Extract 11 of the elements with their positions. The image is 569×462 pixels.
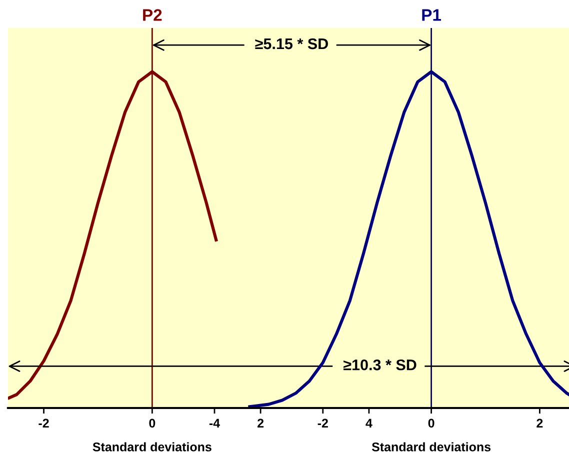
ref-line-label: P1 <box>422 9 442 21</box>
x-tick-label: 0 <box>149 418 156 428</box>
x-tick-label: 2 <box>258 418 264 428</box>
x2-axis-title: Standard deviations <box>372 442 491 452</box>
x-tick-label: 4 <box>366 418 372 428</box>
x-tick-label: -2 <box>38 418 49 428</box>
annotation: ≥10.3 * SD <box>344 359 416 370</box>
x-axis-title: Standard deviations <box>92 442 212 452</box>
text: ≥5.15 * SD <box>255 38 328 50</box>
ref-line-label: P2 <box>143 9 162 21</box>
x2-tick-label: -4 <box>209 418 220 428</box>
